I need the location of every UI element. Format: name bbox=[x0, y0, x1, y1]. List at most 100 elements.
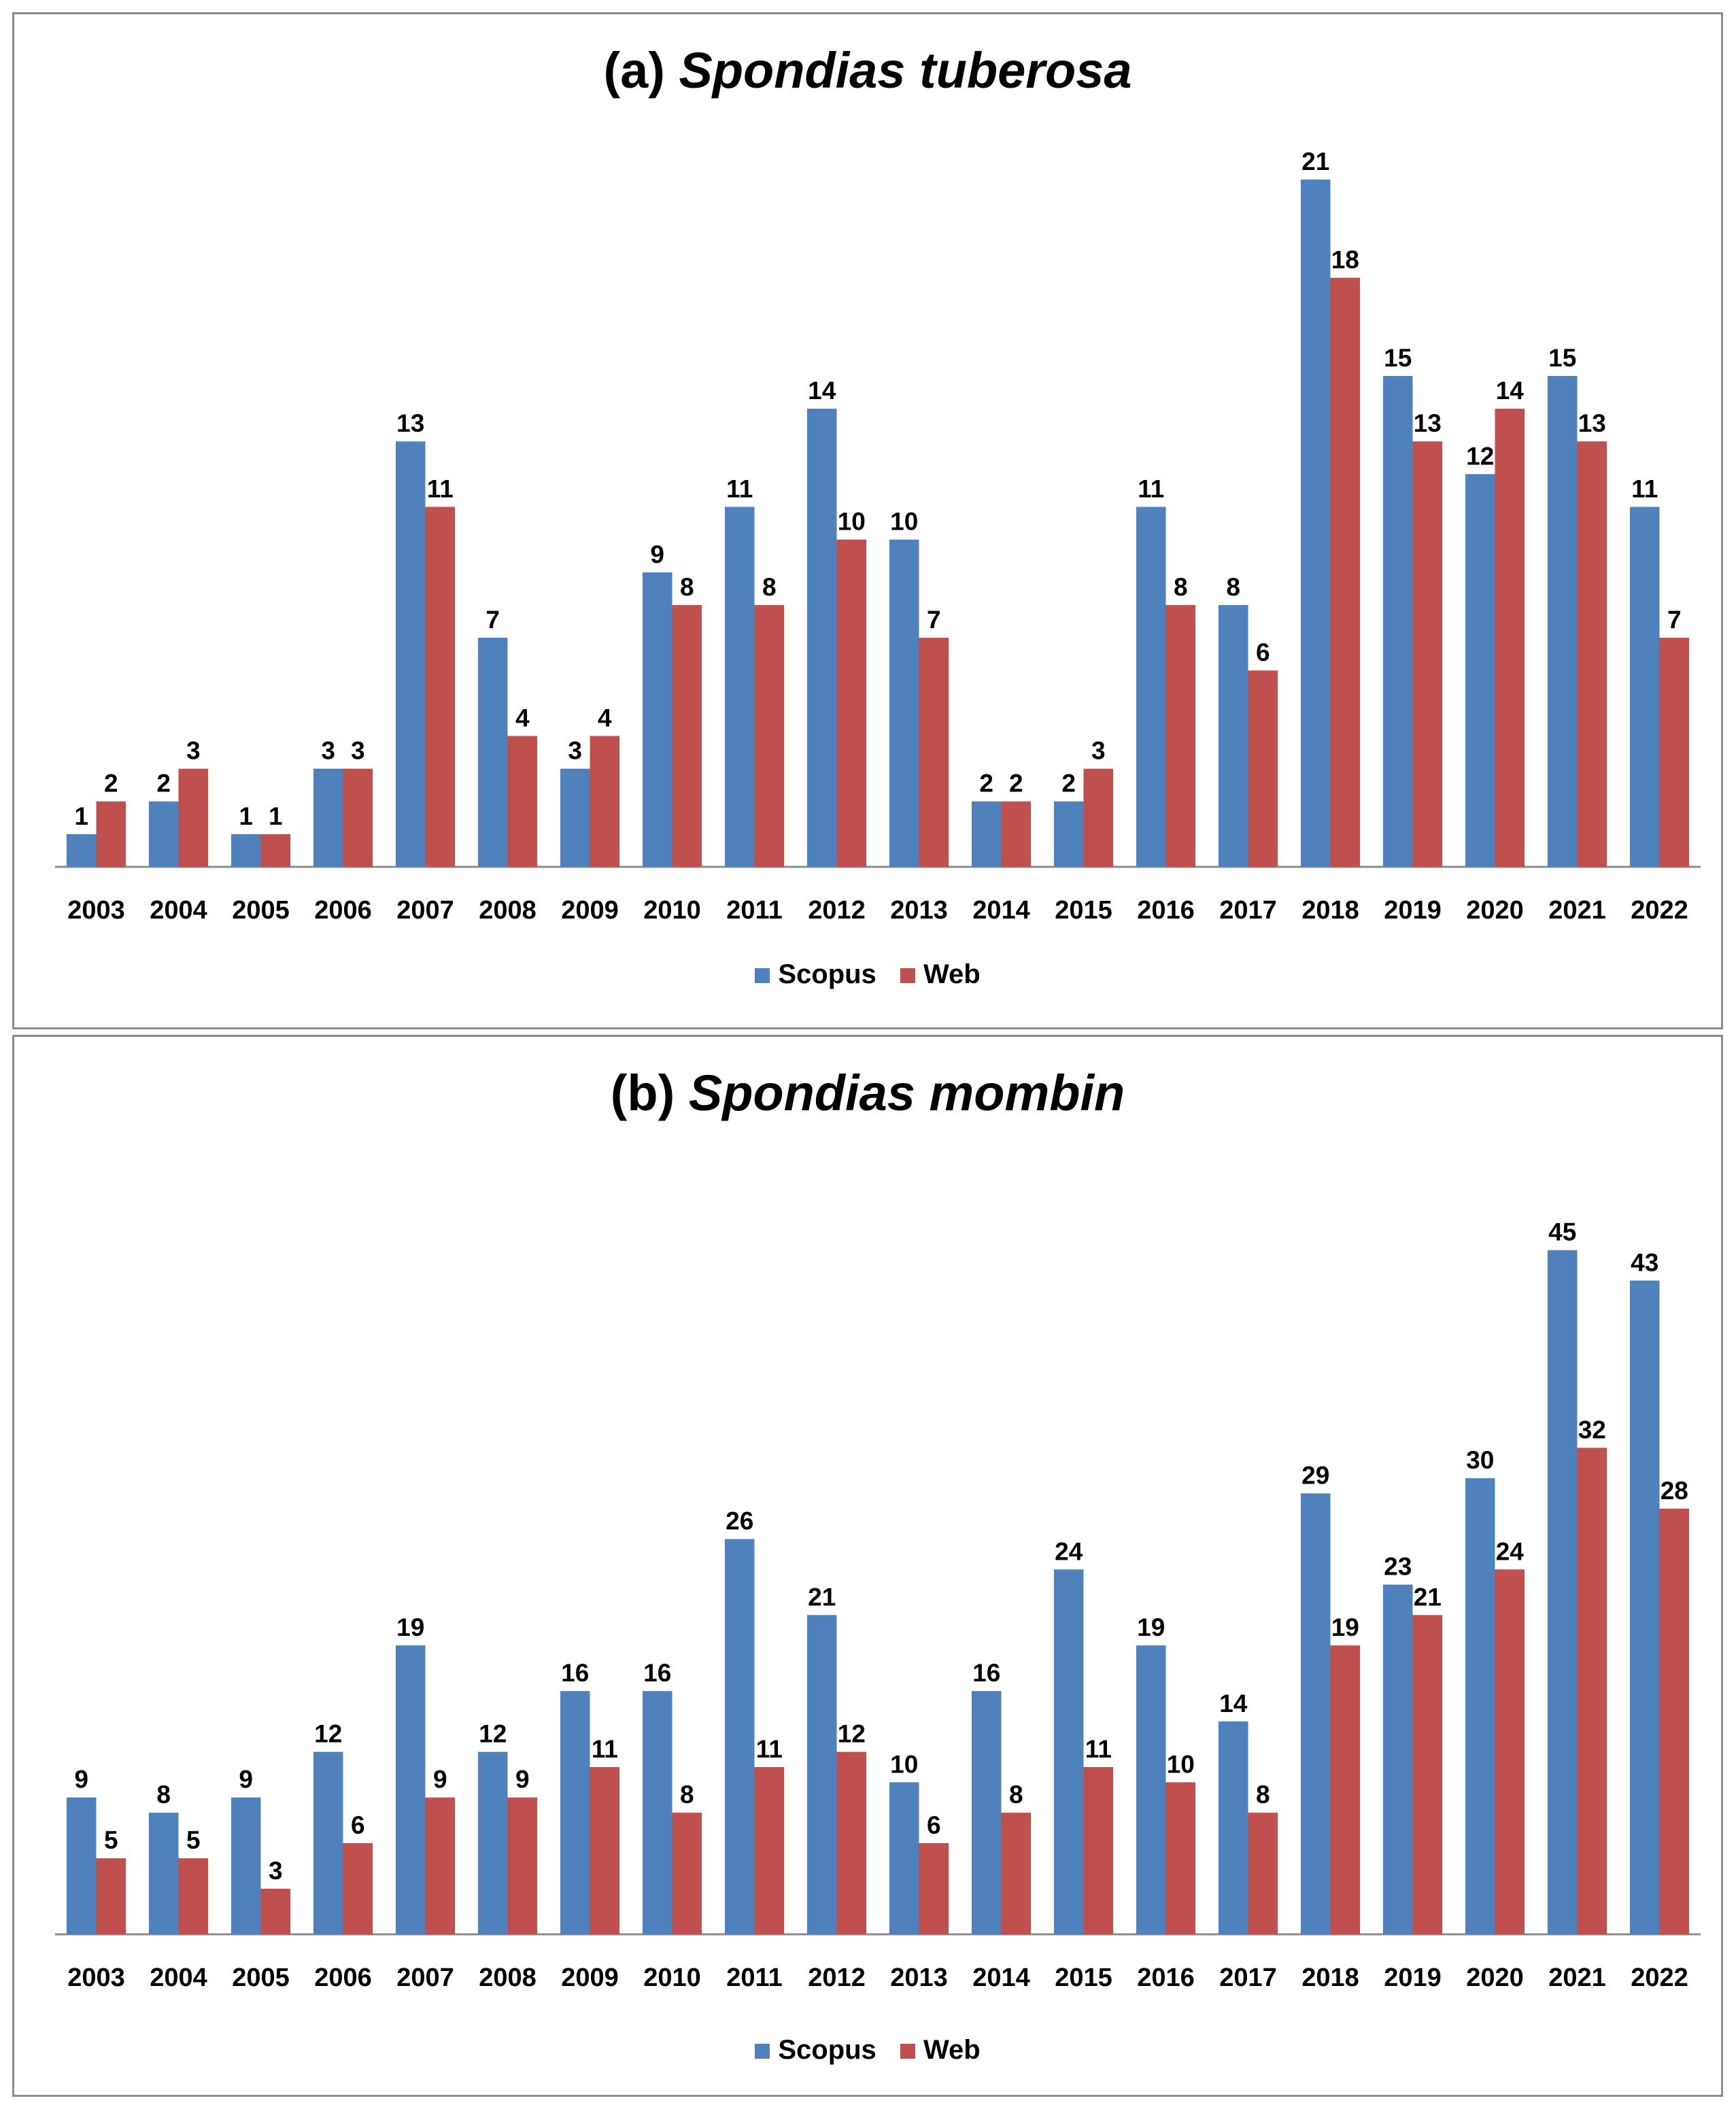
data-label-scopus-2019: 15 bbox=[1384, 344, 1412, 372]
x-tick-label-2022: 2022 bbox=[1631, 1964, 1688, 1992]
data-label-web-2018: 18 bbox=[1331, 246, 1359, 274]
chart-title-prefix: (b) bbox=[610, 1065, 675, 1121]
bar-scopus-2020 bbox=[1465, 474, 1495, 867]
bar-web-2005 bbox=[260, 834, 291, 867]
x-tick-label-2010: 2010 bbox=[643, 1964, 701, 1992]
data-label-scopus-2020: 12 bbox=[1466, 442, 1494, 470]
bar-scopus-2020 bbox=[1465, 1478, 1495, 1934]
legend-b: Scopus Web bbox=[14, 2035, 1721, 2066]
bar-web-2003 bbox=[96, 801, 126, 867]
data-label-web-2021: 32 bbox=[1578, 1416, 1606, 1443]
data-label-web-2008: 9 bbox=[515, 1766, 530, 1794]
data-label-scopus-2012: 21 bbox=[808, 1583, 836, 1611]
bar-web-2013 bbox=[919, 638, 949, 867]
bar-web-2010 bbox=[672, 604, 702, 867]
bar-chart-b: 9520038520049320051262006199200712920081… bbox=[55, 1218, 1701, 1992]
bar-scopus-2021 bbox=[1547, 1250, 1578, 1934]
data-label-web-2012: 10 bbox=[838, 508, 866, 536]
bar-web-2020 bbox=[1495, 1569, 1525, 1934]
data-label-web-2006: 3 bbox=[351, 737, 365, 765]
data-label-web-2010: 8 bbox=[680, 1781, 694, 1809]
x-tick-label-2004: 2004 bbox=[150, 896, 207, 925]
bar-scopus-2019 bbox=[1382, 1584, 1413, 1934]
bar-scopus-2016 bbox=[1136, 1645, 1166, 1934]
data-label-scopus-2010: 9 bbox=[650, 541, 664, 568]
x-tick-label-2020: 2020 bbox=[1466, 896, 1524, 925]
data-label-web-2010: 8 bbox=[680, 573, 694, 601]
data-label-scopus-2003: 9 bbox=[74, 1766, 88, 1794]
data-label-scopus-2004: 8 bbox=[156, 1781, 171, 1809]
bar-scopus-2011 bbox=[724, 507, 755, 867]
bar-web-2012 bbox=[836, 539, 867, 867]
chart-title-species: Spondias mombin bbox=[688, 1065, 1125, 1121]
data-label-scopus-2011: 26 bbox=[726, 1507, 753, 1535]
x-tick-label-2003: 2003 bbox=[67, 896, 125, 925]
x-tick-label-2015: 2015 bbox=[1055, 1964, 1112, 1992]
x-tick-label-2017: 2017 bbox=[1219, 1964, 1277, 1992]
data-label-scopus-2015: 24 bbox=[1055, 1537, 1083, 1565]
x-tick-label-2010: 2010 bbox=[643, 896, 701, 925]
x-tick-label-2012: 2012 bbox=[808, 896, 866, 925]
bar-scopus-2010 bbox=[642, 572, 673, 867]
data-label-web-2008: 4 bbox=[515, 704, 530, 732]
chart-title-prefix: (a) bbox=[603, 42, 665, 99]
bar-web-2013 bbox=[919, 1843, 949, 1934]
bar-web-2022 bbox=[1659, 638, 1690, 867]
x-tick-label-2008: 2008 bbox=[479, 1964, 537, 1992]
x-tick-label-2005: 2005 bbox=[232, 896, 290, 925]
bar-scopus-2018 bbox=[1300, 179, 1331, 867]
data-label-web-2013: 6 bbox=[927, 1811, 941, 1839]
data-label-scopus-2015: 2 bbox=[1061, 770, 1076, 798]
data-label-web-2016: 8 bbox=[1174, 573, 1188, 601]
legend-swatch-web bbox=[900, 2044, 915, 2059]
bar-web-2014 bbox=[1001, 801, 1032, 867]
x-tick-label-2019: 2019 bbox=[1384, 1964, 1442, 1992]
x-tick-label-2011: 2011 bbox=[726, 896, 782, 925]
x-tick-label-2020: 2020 bbox=[1466, 1964, 1524, 1992]
bar-web-2021 bbox=[1577, 441, 1607, 867]
data-label-web-2003: 5 bbox=[104, 1826, 118, 1854]
data-label-web-2019: 21 bbox=[1414, 1583, 1442, 1611]
data-label-web-2007: 9 bbox=[433, 1766, 447, 1794]
x-tick-label-2014: 2014 bbox=[972, 1964, 1030, 1992]
data-label-scopus-2005: 9 bbox=[239, 1766, 253, 1794]
legend-item-web: Web bbox=[900, 2035, 981, 2066]
chart-title-species: Spondias tuberosa bbox=[679, 42, 1132, 99]
bar-scopus-2003 bbox=[66, 834, 97, 867]
chart-title-a: (a) Spondias tuberosa bbox=[14, 41, 1721, 99]
legend-label-scopus: Scopus bbox=[778, 959, 876, 989]
bar-scopus-2005 bbox=[231, 1797, 261, 1934]
data-label-scopus-2016: 19 bbox=[1137, 1613, 1165, 1641]
x-tick-label-2006: 2006 bbox=[314, 896, 372, 925]
x-tick-label-2005: 2005 bbox=[232, 1964, 290, 1992]
bar-scopus-2009 bbox=[560, 1691, 590, 1934]
data-label-web-2016: 10 bbox=[1167, 1750, 1195, 1778]
bar-web-2017 bbox=[1248, 1813, 1278, 1934]
data-label-web-2020: 24 bbox=[1496, 1537, 1525, 1565]
x-tick-label-2017: 2017 bbox=[1219, 896, 1277, 925]
x-tick-label-2009: 2009 bbox=[561, 1964, 619, 1992]
x-tick-label-2013: 2013 bbox=[890, 896, 948, 925]
data-label-web-2009: 4 bbox=[598, 704, 612, 732]
legend-swatch-web bbox=[900, 968, 915, 984]
bar-scopus-2017 bbox=[1218, 604, 1248, 867]
bar-scopus-2006 bbox=[313, 768, 343, 867]
bar-scopus-2004 bbox=[148, 1813, 179, 1934]
bar-scopus-2012 bbox=[806, 409, 837, 867]
bar-scopus-2014 bbox=[971, 1691, 1002, 1934]
bar-web-2012 bbox=[836, 1751, 867, 1934]
data-label-scopus-2008: 7 bbox=[486, 606, 500, 634]
x-tick-label-2009: 2009 bbox=[561, 896, 619, 925]
bar-web-2016 bbox=[1165, 604, 1196, 867]
bar-web-2009 bbox=[590, 1767, 620, 1934]
data-label-web-2004: 5 bbox=[186, 1826, 201, 1854]
bar-scopus-2016 bbox=[1136, 507, 1166, 867]
data-label-web-2003: 2 bbox=[104, 770, 118, 798]
bar-web-2008 bbox=[507, 736, 538, 867]
x-tick-label-2014: 2014 bbox=[972, 896, 1030, 925]
data-label-scopus-2003: 1 bbox=[74, 802, 88, 830]
x-tick-label-2021: 2021 bbox=[1548, 1964, 1606, 1992]
bar-scopus-2019 bbox=[1382, 375, 1413, 867]
bar-scopus-2013 bbox=[889, 1782, 919, 1934]
